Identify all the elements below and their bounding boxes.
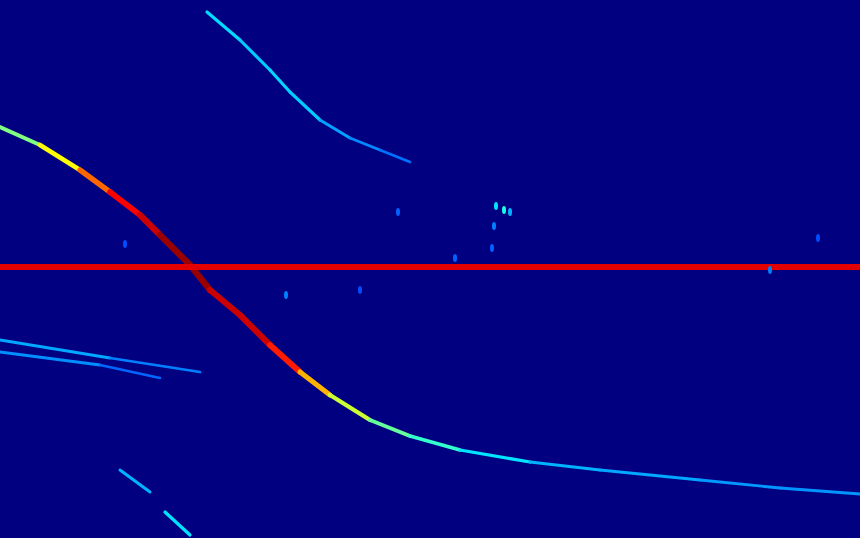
trace-segment: [780, 488, 860, 494]
trace-end: [150, 492, 151, 493]
spectral-spot: [453, 254, 457, 262]
trace-segment: [530, 462, 600, 470]
trace-end: [160, 378, 161, 379]
spectral-spot: [494, 202, 498, 210]
spectral-spot: [358, 286, 362, 294]
spectral-spot: [490, 244, 494, 252]
plot-area: [0, 12, 860, 536]
spectral-spot: [508, 208, 512, 216]
trace-segment: [350, 138, 380, 150]
trace-segment: [0, 352, 100, 365]
trace-segment: [290, 92, 320, 120]
trace-segment: [240, 40, 270, 70]
trace-segment: [370, 420, 410, 436]
trace-end: [200, 372, 201, 373]
trace-segment: [165, 512, 190, 535]
trace-segment: [270, 70, 290, 92]
trace: [120, 470, 151, 493]
background: [0, 0, 860, 538]
spectral-spot: [492, 222, 496, 230]
trace-segment: [320, 120, 350, 138]
trace-segment: [645, 264, 860, 270]
spectral-spot: [816, 234, 820, 242]
trace-segment: [207, 12, 240, 40]
trace-segment: [215, 264, 430, 270]
trace-segment: [270, 345, 300, 372]
spectral-spot: [768, 266, 772, 274]
trace: [0, 267, 860, 268]
chart-container: [0, 0, 860, 538]
trace-segment: [430, 264, 645, 270]
spectral-spot: [502, 206, 506, 214]
trace-segment: [0, 264, 215, 270]
trace-segment: [240, 315, 270, 345]
trace-segment: [40, 145, 80, 170]
trace-segment: [700, 480, 780, 488]
trace: [165, 512, 191, 536]
trace-segment: [80, 170, 110, 192]
trace: [207, 12, 411, 163]
trace: [0, 340, 201, 373]
trace-segment: [380, 150, 410, 162]
trace-segment: [410, 436, 460, 450]
trace-segment: [210, 290, 240, 315]
trace: [0, 127, 860, 495]
trace-end: [410, 162, 411, 163]
trace-segment: [600, 470, 700, 480]
spectral-spot: [284, 291, 288, 299]
trace-segment: [0, 127, 40, 145]
trace-segment: [460, 450, 530, 462]
spectral-spot: [123, 240, 127, 248]
trace: [0, 352, 161, 379]
trace-segment: [300, 372, 330, 395]
spectrogram: [0, 0, 860, 538]
trace-segment: [330, 395, 370, 420]
trace-segment: [160, 235, 190, 265]
spectral-spot: [396, 208, 400, 216]
trace-segment: [120, 470, 150, 492]
trace-segment: [100, 365, 160, 378]
trace-segment: [110, 192, 140, 215]
trace-segment: [140, 215, 160, 235]
trace-end: [190, 535, 191, 536]
